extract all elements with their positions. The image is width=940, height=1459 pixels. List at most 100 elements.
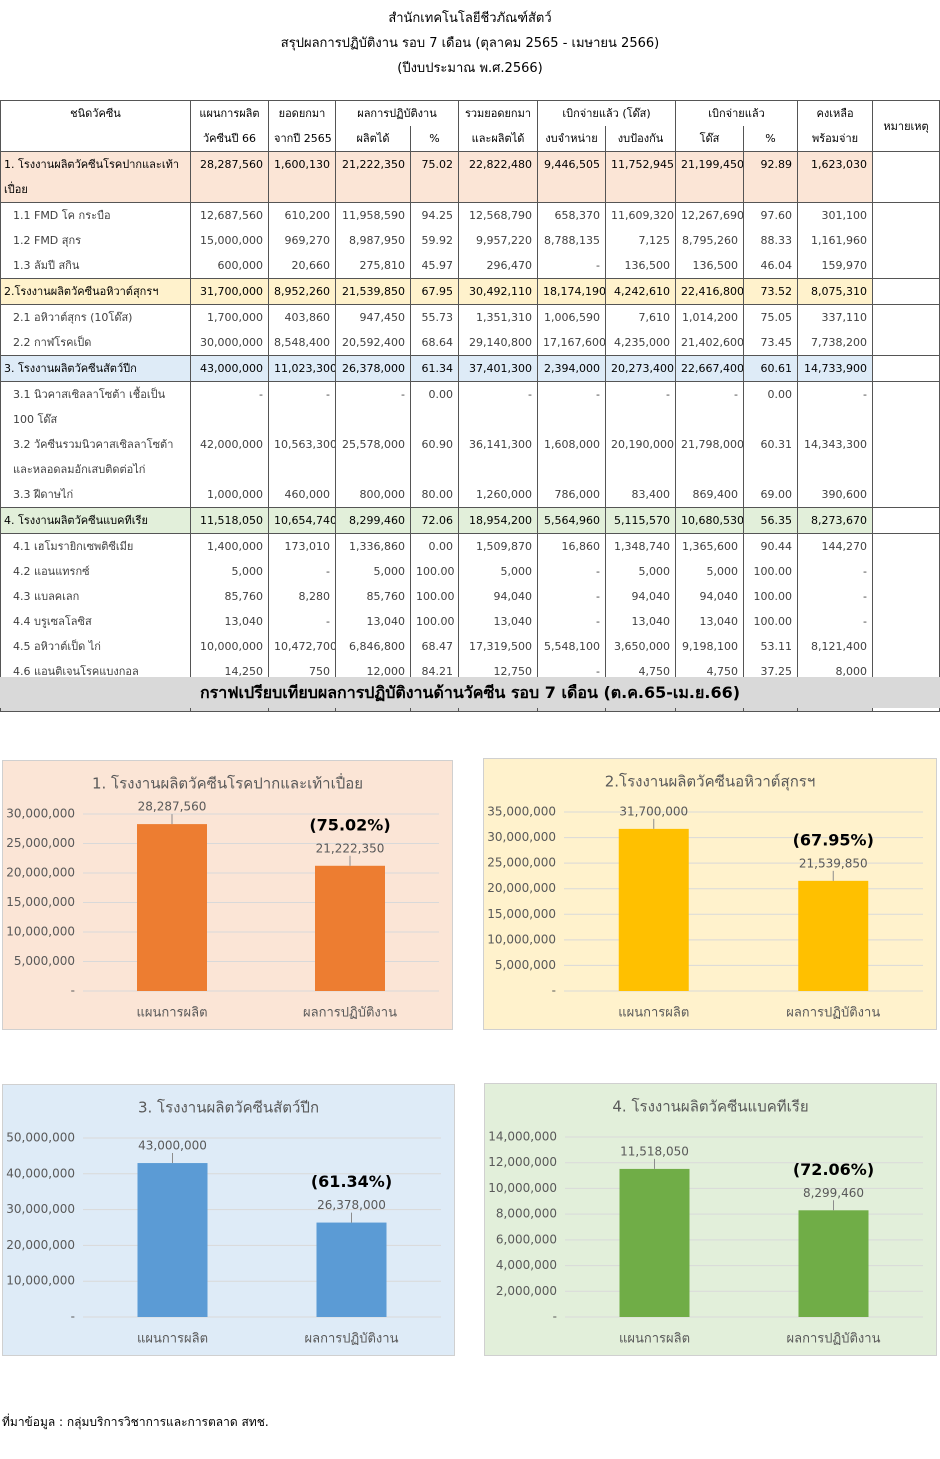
y-tick-label: 10,000,000 <box>6 1274 75 1288</box>
row-label: 2.โรงงานผลิตวัคซีนอหิวาต์สุกรฯ <box>0 278 191 305</box>
table-cell: 94,040 <box>675 584 745 609</box>
table-cell: 1,608,000 <box>537 432 606 482</box>
table-cell: 21,199,450 <box>675 151 745 203</box>
table-cell: 56.35 <box>743 507 799 534</box>
note-cell <box>872 228 940 253</box>
chart-title: 4. โรงงานผลิตวัคซีนแบคทีเรีย <box>612 1098 808 1116</box>
table-cell: 11,023,300 <box>268 355 336 382</box>
table-cell: 59.92 <box>410 228 459 253</box>
table-cell: - <box>797 609 874 634</box>
table-cell: 144,270 <box>797 533 874 559</box>
table-cell: 75.02 <box>410 151 459 203</box>
table-cell: 75.05 <box>743 304 799 330</box>
table-cell: - <box>537 253 606 279</box>
y-tick-label: 10,000,000 <box>487 932 556 946</box>
table-cell: 9,957,220 <box>458 228 538 253</box>
table-cell: 1,623,030 <box>797 151 874 203</box>
table-cell: 16,860 <box>537 533 606 559</box>
y-tick-label: 50,000,000 <box>6 1131 75 1145</box>
table-cell: 37,401,300 <box>458 355 538 382</box>
y-tick-label: 8,000,000 <box>496 1207 557 1221</box>
table-row: 4. โรงงานผลิตวัคซีนแบคทีเรีย 11,518,050 10… <box>0 507 940 534</box>
table-cell: 20,190,000 <box>604 432 677 482</box>
note-cell <box>872 151 940 203</box>
table-cell: 14,733,900 <box>797 355 874 382</box>
x-tick-label: ผลการปฏิบัติงาน <box>303 1006 397 1021</box>
table-cell: 9,198,100 <box>675 634 745 659</box>
table-cell: 8,952,260 <box>268 278 336 305</box>
table-cell: 22,667,400 <box>675 355 745 382</box>
table-cell: 20,660 <box>268 253 336 279</box>
table-row: 2.โรงงานผลิตวัคซีนอหิวาต์สุกรฯ 31,700,000… <box>0 278 940 305</box>
table-cell: 1,161,960 <box>797 228 874 253</box>
bar <box>619 1168 690 1317</box>
header-cell: รวมยอดยกมา <box>458 100 538 126</box>
percent-annotation: (72.06%) <box>793 1160 874 1179</box>
report-title: สรุปผลการปฏิบัติงาน รอบ 7 เดือน (ตุลาคม … <box>280 36 660 51</box>
table-cell: 69.00 <box>743 482 799 508</box>
y-tick-label: 15,000,000 <box>487 907 556 921</box>
chart: 1. โรงงานผลิตวัคซีนโรคปากและเท้าเปื่อย - 5… <box>6 773 439 1021</box>
chart: 3. โรงงานผลิตวัคซีนสัตว์ปีก - 10,000,000 20… <box>6 1099 441 1347</box>
table-cell: 20,592,400 <box>335 330 411 356</box>
table-row: 4.1 เฮโมรายิกเซพติซีเมีย 1,400,000 173,010… <box>0 533 940 559</box>
table-cell: 8,299,460 <box>335 507 411 534</box>
table-cell: 1,006,590 <box>537 304 606 330</box>
table-cell: 100.00 <box>743 584 799 609</box>
table-cell: 10,000,000 <box>190 634 269 659</box>
table-cell: 83,400 <box>604 482 677 508</box>
table-cell: 0.00 <box>410 533 459 559</box>
y-tick-label: 30,000,000 <box>487 830 556 844</box>
table-row: 3.3 ฝีดาษไก่ 1,000,000 460,000 800,000 80.00… <box>0 482 940 508</box>
row-label: 4. โรงงานผลิตวัคซีนแบคทีเรีย <box>0 507 191 534</box>
table-cell: - <box>797 381 874 432</box>
table-cell: 296,470 <box>458 253 538 279</box>
table-cell: 43,000,000 <box>190 355 269 382</box>
chart-panel: 4. โรงงานผลิตวัคซีนแบคทีเรีย - 2,000,000 4,… <box>484 1083 937 1356</box>
table-cell: 100.00 <box>743 559 799 584</box>
table-cell: 55.73 <box>410 304 459 330</box>
percent-annotation: (75.02%) <box>309 815 390 834</box>
table-cell: 45.97 <box>410 253 459 279</box>
table-cell: 88.33 <box>743 228 799 253</box>
table-cell: 1,000,000 <box>190 482 269 508</box>
table-cell: 7,610 <box>604 304 677 330</box>
y-tick-label: 30,000,000 <box>6 807 75 821</box>
header-cell: พร้อมจ่าย <box>797 126 874 152</box>
row-label: 4.1 เฮโมรายิกเซพติซีเมีย <box>0 533 191 559</box>
table-cell: 1,260,000 <box>458 482 538 508</box>
table-cell: 90.44 <box>743 533 799 559</box>
table-cell: 11,609,320 <box>604 202 677 228</box>
table-cell: 97.60 <box>743 202 799 228</box>
header-cell: จากปี 2565 <box>268 126 336 152</box>
table-cell: 13,040 <box>335 609 411 634</box>
note-cell <box>872 559 940 584</box>
table-cell: 85,760 <box>335 584 411 609</box>
y-tick-label: 40,000,000 <box>6 1166 75 1180</box>
x-tick-label: ผลการปฏิบัติงาน <box>305 1332 399 1347</box>
row-label: 4.3 แบลคเลก <box>0 584 191 609</box>
table-cell: 1,509,870 <box>458 533 538 559</box>
header-cell: ยอดยกมา <box>268 100 336 126</box>
table-cell: 12,568,790 <box>458 202 538 228</box>
note-cell <box>872 253 940 279</box>
table-cell: 26,378,000 <box>335 355 411 382</box>
table-row: 1.1 FMD โค กระบือ 12,687,560 610,200 11,958… <box>0 202 940 228</box>
table-cell: 5,000 <box>458 559 538 584</box>
table-cell: 1,336,860 <box>335 533 411 559</box>
table-cell: 800,000 <box>335 482 411 508</box>
table-cell: 68.47 <box>410 634 459 659</box>
table-cell: 17,319,500 <box>458 634 538 659</box>
bar <box>316 1222 387 1317</box>
table-cell: - <box>797 584 874 609</box>
table-cell: 610,200 <box>268 202 336 228</box>
table-cell: 60.31 <box>743 432 799 482</box>
table-cell: 1,365,600 <box>675 533 745 559</box>
y-tick-label: 5,000,000 <box>14 954 75 968</box>
table-cell: 21,539,850 <box>335 278 411 305</box>
table-cell: 21,402,600 <box>675 330 745 356</box>
y-tick-label: 12,000,000 <box>488 1155 557 1169</box>
table-row: 4.3 แบลคเลก 85,760 8,280 85,760 100.00 94,040… <box>0 584 940 609</box>
table-cell: 36,141,300 <box>458 432 538 482</box>
table-cell: 94,040 <box>458 584 538 609</box>
